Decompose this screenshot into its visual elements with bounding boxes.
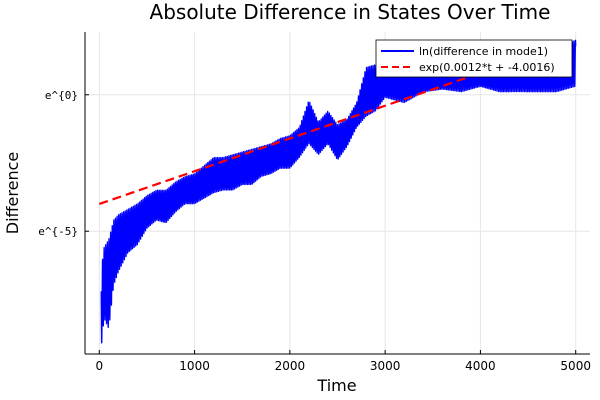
x-tick-label: 1000: [179, 359, 210, 373]
y-tick-label: e^{0}: [45, 89, 78, 102]
x-axis-label: Time: [316, 376, 356, 395]
x-tick-label: 4000: [465, 359, 496, 373]
y-ticks: e^{0} e^{-5}: [38, 89, 89, 238]
series-line-ln-difference: [100, 39, 577, 344]
plot-area: [98, 39, 577, 344]
legend-box: [375, 39, 573, 78]
y-tick-label: e^{-5}: [38, 225, 78, 238]
legend-label-series-1: ln(difference in mode1): [419, 45, 548, 58]
x-tick-label: 3000: [370, 359, 401, 373]
x-tick-label: 0: [95, 359, 103, 373]
legend-label-series-2: exp(0.0012*t + -4.0016): [419, 61, 555, 74]
chart-title: Absolute Difference in States Over Time: [150, 0, 551, 24]
legend: ln(difference in mode1) exp(0.0012*t + -…: [375, 39, 573, 78]
y-axis-label: Difference: [3, 152, 22, 234]
x-ticks: 0 1000 2000 3000 4000 5000: [95, 350, 591, 373]
x-tick-label: 2000: [275, 359, 306, 373]
x-tick-label: 5000: [560, 359, 591, 373]
